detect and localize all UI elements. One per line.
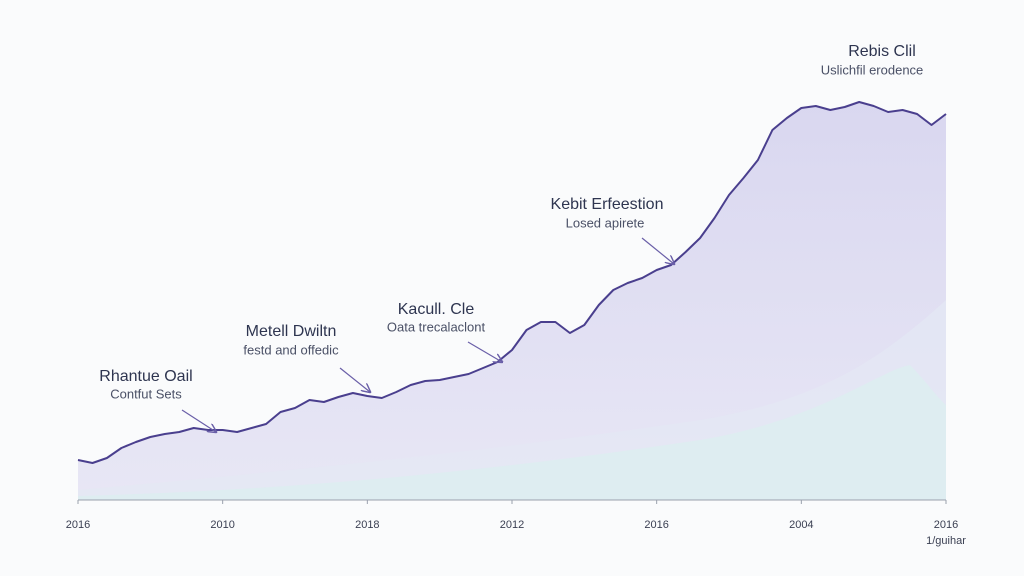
- x-tick-label: 2016: [644, 519, 668, 531]
- annotation-text: Contfut Sets: [110, 386, 182, 401]
- x-note: 1/guihar: [926, 535, 966, 547]
- annotation-title: Kacull. Cle: [398, 301, 475, 318]
- chart-title: Rebis Clil: [848, 43, 916, 60]
- x-tick-label: 2010: [210, 519, 234, 531]
- x-tick-label: 2012: [500, 519, 524, 531]
- annotation-text: festd and offedic: [243, 342, 339, 357]
- chart-subtitle: Uslichfil erodence: [821, 62, 924, 77]
- arrow: [641, 237, 674, 264]
- arrow: [339, 367, 370, 392]
- arrows: [181, 237, 674, 432]
- annotation-title: Rhantue Oail: [99, 368, 192, 385]
- annotation-text: Losed apirete: [566, 215, 645, 230]
- line: [77, 101, 947, 464]
- arrow: [467, 341, 502, 362]
- annotation-title: Metell Dwiltn: [246, 323, 337, 340]
- x-tick-label: 2016: [66, 519, 90, 531]
- annotation-text: Oata trecalaclont: [387, 319, 486, 334]
- arrow: [181, 409, 216, 432]
- x-tick-label: 2018: [355, 519, 379, 531]
- area: [78, 102, 946, 500]
- annotation-title: Kebit Erfeestion: [551, 196, 664, 213]
- x-tick-label: 2004: [789, 519, 813, 531]
- x-tick-label: 2016: [934, 519, 958, 531]
- background-area: [78, 365, 946, 500]
